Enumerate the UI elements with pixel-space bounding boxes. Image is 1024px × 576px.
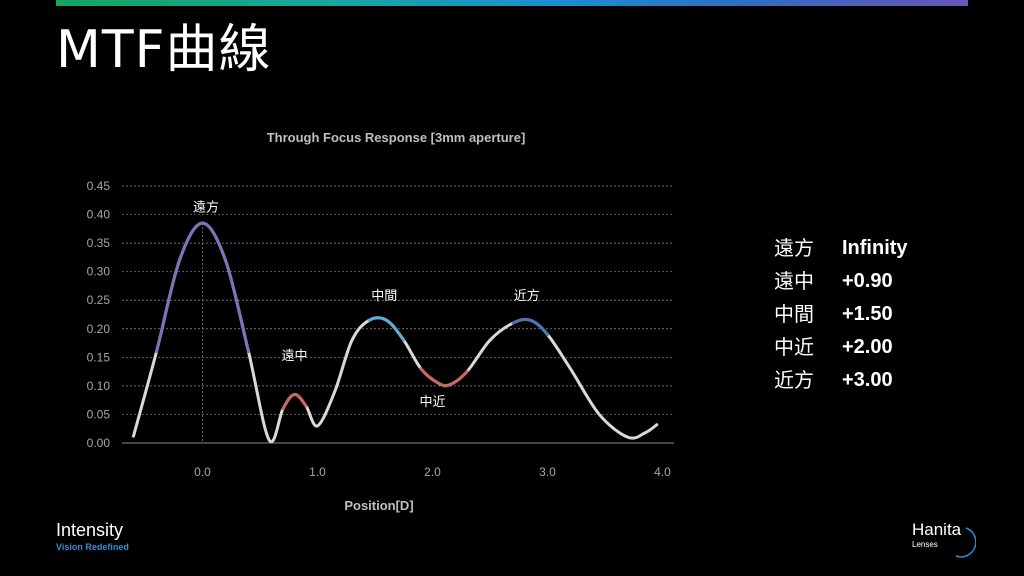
mtf-curve <box>132 221 659 444</box>
y-tick-label: 0.15 <box>87 350 111 364</box>
y-tick-label: 0.45 <box>87 179 111 193</box>
chart-title: Through Focus Response [3mm aperture] <box>267 130 526 145</box>
y-tick-label: 0.20 <box>87 322 111 336</box>
table-row: 遠中 +0.90 <box>774 265 908 298</box>
hanita-logo: Hanita Lenses <box>908 518 978 558</box>
brand-name: Intensity <box>56 520 124 540</box>
table-row: 遠方 Infinity <box>774 232 908 265</box>
table-key: 近方 <box>774 368 814 392</box>
zone-label: 遠中 <box>281 349 307 364</box>
table-key: 遠方 <box>774 236 814 260</box>
table-row: 中間 +1.50 <box>774 298 908 331</box>
table-key: 中近 <box>774 335 814 359</box>
hanita-name: Hanita <box>912 520 962 539</box>
curve-segment-intermediate <box>367 316 406 342</box>
y-tick-label: 0.10 <box>87 379 111 393</box>
curve-segment-near-mid <box>419 367 469 388</box>
curve-segment-far <box>155 221 250 354</box>
table-row: 近方 +3.00 <box>774 364 908 397</box>
table-row: 中近 +2.00 <box>774 331 908 364</box>
chart-labels: Through Focus Response [3mm aperture] 0.0… <box>87 130 672 513</box>
table-value: +1.50 <box>842 303 893 325</box>
y-tick-label: 0.40 <box>87 208 111 222</box>
slide-title: MTF曲線 <box>56 20 272 80</box>
curve-segment-near <box>511 317 549 336</box>
hanita-sub: Lenses <box>912 540 938 549</box>
x-tick-label: 0.0 <box>194 465 211 479</box>
y-tick-label: 0.00 <box>87 436 111 450</box>
logo-arc-icon <box>955 527 976 558</box>
y-tick-label: 0.05 <box>87 407 111 421</box>
zone-label: 近方 <box>514 288 540 304</box>
table-key: 中間 <box>774 302 814 326</box>
table-value: Infinity <box>842 237 908 259</box>
intensity-logo: Intensity Vision Redefined <box>56 520 129 552</box>
y-tick-label: 0.30 <box>87 265 111 279</box>
accent-gradient-bar <box>56 0 968 6</box>
x-tick-label: 2.0 <box>424 465 441 479</box>
curve-segment-far-mid <box>281 392 308 411</box>
x-axis-title: Position[D] <box>344 498 413 513</box>
x-tick-label: 1.0 <box>309 465 326 479</box>
x-tick-label: 3.0 <box>539 465 556 479</box>
zone-label: 中間 <box>371 289 397 304</box>
add-power-table: 遠方 Infinity 遠中 +0.90 中間 +1.50 中近 +2.00 近… <box>774 232 908 397</box>
y-tick-label: 0.25 <box>87 293 111 307</box>
table-value: +2.00 <box>842 336 893 358</box>
y-tick-label: 0.35 <box>87 236 111 250</box>
zone-label: 中近 <box>419 395 445 410</box>
zone-label: 遠方 <box>193 200 219 216</box>
table-value: +3.00 <box>842 369 893 391</box>
table-key: 遠中 <box>774 269 814 293</box>
curve-base <box>132 221 659 444</box>
brand-tagline: Vision Redefined <box>56 542 129 552</box>
table-value: +0.90 <box>842 270 893 292</box>
x-tick-label: 4.0 <box>654 465 671 479</box>
